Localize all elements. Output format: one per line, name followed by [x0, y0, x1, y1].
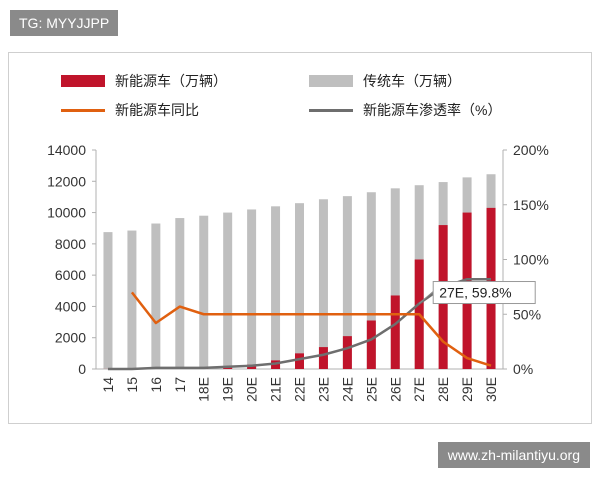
bar-nev — [366, 320, 376, 369]
x-tick-label: 16 — [148, 377, 164, 393]
x-tick-label: 18E — [196, 377, 212, 402]
line-nev-yoy — [130, 291, 492, 367]
bar-nev — [390, 295, 400, 369]
y-left-tick-label: 14000 — [47, 142, 86, 158]
legend-swatch-nev — [61, 75, 105, 87]
x-tick-label: 27E — [411, 377, 427, 402]
watermark-bottom: www.zh-milantiyu.org — [437, 442, 590, 468]
y-right-tick-label: 0% — [513, 361, 533, 377]
bar-conventional — [366, 192, 376, 369]
y-left-tick-label: 4000 — [55, 298, 86, 314]
x-tick-label: 14 — [100, 377, 116, 393]
bar-conventional — [271, 206, 281, 369]
x-tick-label: 17 — [172, 377, 188, 393]
bar-conventional — [295, 203, 304, 369]
y-left-tick-label: 6000 — [55, 267, 86, 283]
x-tick-label: 19E — [220, 377, 236, 402]
x-tick-label: 21E — [268, 377, 284, 402]
chart-frame: 新能源车（万辆） 传统车（万辆） 新能源车同比 新能源车渗透率（%） 0 2000… — [8, 52, 592, 424]
bar-nev — [318, 347, 328, 369]
y-left-tick-label: 12000 — [47, 173, 86, 189]
x-tick-label: 30E — [483, 377, 499, 402]
legend-item-yoy: 新能源车同比 — [61, 100, 199, 120]
bar-conventional — [318, 199, 328, 369]
x-tick-label: 22E — [292, 377, 308, 402]
x-tick-label: 25E — [363, 377, 379, 402]
x-tick-label: 28E — [435, 377, 451, 402]
bar-conventional — [103, 232, 113, 369]
legend-label-yoy: 新能源车同比 — [115, 102, 199, 118]
bar-conventional — [247, 209, 257, 369]
chart-plot: 0 2000 4000 6000 8000 10000 12000 14000 0% 50% 100… — [47, 142, 549, 402]
legend-swatch-penetration — [309, 108, 353, 112]
legend-item-penetration: 新能源车渗透率（%） — [309, 100, 501, 120]
x-tick-label: 20E — [244, 377, 260, 402]
y-right-tick-label: 200% — [513, 142, 549, 158]
bar-conventional — [223, 212, 233, 369]
y-left-tick-label: 10000 — [47, 205, 86, 221]
x-tick-label: 15 — [124, 377, 140, 393]
bar-nev — [342, 336, 352, 369]
y-left-tick-label: 0 — [78, 361, 86, 377]
legend-swatch-yoy — [61, 108, 105, 112]
x-tick-label: 24E — [339, 377, 355, 402]
legend-item-nev: 新能源车（万辆） — [61, 71, 227, 91]
legend-label-ice: 传统车（万辆） — [363, 73, 461, 89]
annotation-leader — [418, 291, 434, 304]
y-right-tick-label: 50% — [513, 306, 541, 322]
y-right-tick-label: 150% — [513, 197, 549, 213]
bar-conventional — [151, 223, 161, 369]
legend-item-ice: 传统车（万辆） — [309, 71, 461, 91]
legend-label-penetration: 新能源车渗透率（%） — [363, 102, 502, 118]
annotation-box — [432, 281, 536, 305]
bar-conventional — [127, 230, 137, 369]
y-right-tick-label: 100% — [513, 252, 549, 268]
watermark-top: TG: MYYJJPP — [10, 10, 119, 36]
bar-conventional — [342, 196, 352, 369]
x-tick-label: 29E — [459, 377, 475, 402]
bar-conventional — [175, 218, 185, 369]
bar-conventional — [199, 215, 209, 369]
bar-nev — [295, 353, 304, 369]
legend-label-nev: 新能源车（万辆） — [115, 73, 227, 89]
chart-legend: 新能源车（万辆） 传统车（万辆） 新能源车同比 新能源车渗透率（%） — [9, 53, 593, 123]
line-penetration-rate — [107, 277, 492, 371]
legend-swatch-ice — [309, 75, 353, 87]
bar-conventional — [390, 188, 400, 369]
x-tick-label: 23E — [315, 377, 331, 402]
annotation-label: 27E, 59.8% — [439, 285, 511, 301]
y-left-tick-label: 2000 — [55, 330, 86, 346]
y-left-tick-label: 8000 — [55, 236, 86, 252]
x-tick-label: 26E — [387, 377, 403, 402]
